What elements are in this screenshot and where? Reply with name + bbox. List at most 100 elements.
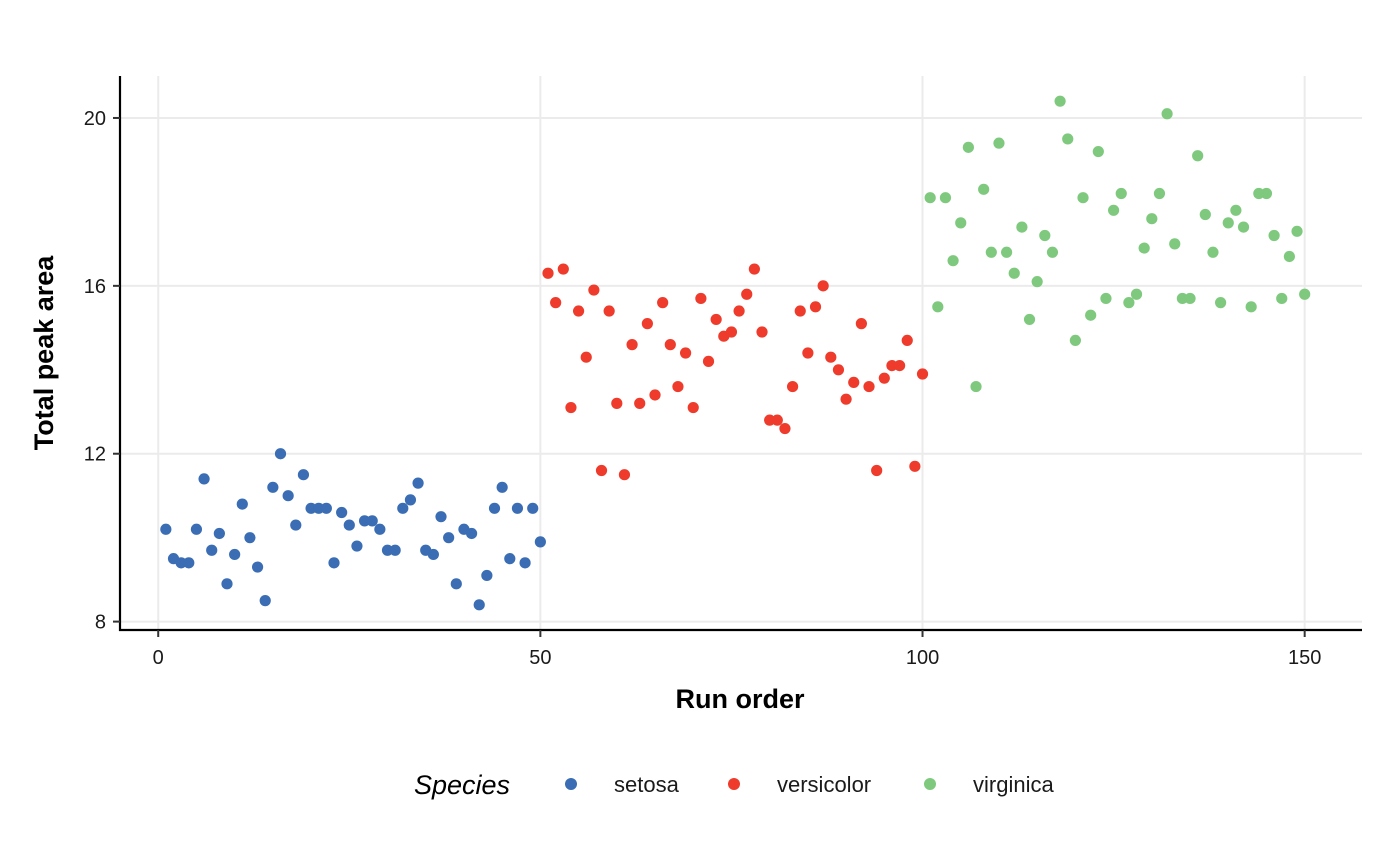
data-point-virginica xyxy=(1016,221,1028,233)
data-point-virginica xyxy=(924,192,936,204)
data-point-virginica xyxy=(1283,250,1295,263)
data-point-setosa xyxy=(328,557,340,569)
legend-key-setosa xyxy=(565,778,577,790)
data-point-setosa xyxy=(404,494,417,506)
data-point-virginica xyxy=(1245,301,1257,313)
data-point-versicolor xyxy=(679,347,692,359)
data-point-virginica xyxy=(1062,133,1074,145)
data-point-virginica xyxy=(1207,246,1219,258)
data-point-versicolor xyxy=(909,460,921,472)
data-point-setosa xyxy=(221,578,233,590)
data-point-versicolor xyxy=(779,422,791,435)
data-point-setosa xyxy=(519,557,531,569)
data-point-virginica xyxy=(1184,292,1196,305)
data-point-versicolor xyxy=(687,401,699,414)
data-point-setosa xyxy=(320,502,332,514)
legend-label-setosa: setosa xyxy=(614,772,680,797)
data-point-versicolor xyxy=(557,263,569,275)
data-point-versicolor xyxy=(595,464,608,477)
data-point-setosa xyxy=(374,523,386,535)
y-tick-label: 16 xyxy=(84,276,106,298)
data-point-virginica xyxy=(1276,292,1288,305)
data-point-virginica xyxy=(1115,187,1127,200)
data-point-virginica xyxy=(1108,204,1120,216)
data-point-setosa xyxy=(343,519,355,531)
data-point-setosa xyxy=(427,548,439,561)
data-point-setosa xyxy=(213,527,225,540)
data-point-setosa xyxy=(251,561,264,573)
data-point-versicolor xyxy=(809,301,822,313)
data-point-versicolor xyxy=(848,376,860,388)
data-point-virginica xyxy=(1138,242,1150,254)
data-point-setosa xyxy=(274,448,287,460)
data-point-virginica xyxy=(1023,313,1036,326)
data-point-versicolor xyxy=(702,355,715,367)
y-axis-title: Total peak area xyxy=(29,255,59,451)
data-point-virginica xyxy=(1123,297,1135,309)
data-point-versicolor xyxy=(580,351,592,363)
data-point-virginica xyxy=(1130,288,1143,300)
data-point-versicolor xyxy=(786,380,799,393)
x-tick-label: 150 xyxy=(1288,647,1321,669)
y-tick-label: 20 xyxy=(84,108,106,130)
y-tick-label: 12 xyxy=(84,444,106,466)
data-point-versicolor xyxy=(725,326,738,338)
data-point-setosa xyxy=(412,477,424,489)
data-point-virginica xyxy=(985,246,997,258)
data-point-versicolor xyxy=(664,339,676,351)
data-point-virginica xyxy=(1260,187,1273,200)
data-point-virginica xyxy=(978,183,990,195)
x-tick-label: 50 xyxy=(529,647,551,669)
data-point-versicolor xyxy=(672,380,684,393)
data-point-virginica xyxy=(947,255,959,267)
data-point-setosa xyxy=(511,502,524,514)
data-point-versicolor xyxy=(893,359,906,372)
data-point-versicolor xyxy=(916,368,929,380)
data-point-setosa xyxy=(351,540,363,552)
data-point-virginica xyxy=(1291,225,1303,237)
legend-label-versicolor: versicolor xyxy=(777,772,871,797)
grid-lines xyxy=(120,76,1362,630)
data-point-versicolor xyxy=(756,326,768,338)
data-point-virginica xyxy=(962,141,974,153)
data-point-versicolor xyxy=(733,305,745,317)
data-point-versicolor xyxy=(817,280,829,292)
data-points xyxy=(160,95,1311,611)
x-tick-label: 100 xyxy=(906,647,939,669)
data-point-virginica xyxy=(1100,292,1112,305)
data-point-versicolor xyxy=(695,292,707,305)
y-tick-label: 8 xyxy=(95,612,106,634)
axes xyxy=(113,76,1362,637)
data-point-setosa xyxy=(206,544,218,556)
data-point-virginica xyxy=(1299,288,1311,300)
data-point-versicolor xyxy=(901,334,913,347)
data-point-setosa xyxy=(473,599,485,611)
data-point-setosa xyxy=(450,578,462,590)
x-axis-title: Run order xyxy=(675,684,804,714)
data-point-versicolor xyxy=(542,267,554,279)
tick-labels: 0 50 100 150 8 12 16 20 xyxy=(84,108,1322,669)
data-point-virginica xyxy=(955,217,967,229)
data-point-setosa xyxy=(443,532,455,544)
data-point-versicolor xyxy=(611,397,623,409)
legend: Species setosa versicolor virginica xyxy=(414,770,1054,800)
data-point-setosa xyxy=(336,506,348,519)
data-point-versicolor xyxy=(832,364,845,376)
data-point-versicolor xyxy=(618,469,631,481)
data-point-setosa xyxy=(282,490,294,502)
data-point-setosa xyxy=(397,502,409,514)
data-point-setosa xyxy=(160,523,172,535)
data-point-versicolor xyxy=(748,263,760,275)
data-point-versicolor xyxy=(641,318,653,330)
data-point-versicolor xyxy=(710,313,722,326)
legend-key-versicolor xyxy=(728,778,740,790)
data-point-virginica xyxy=(1268,229,1280,242)
x-tick-label: 0 xyxy=(153,647,164,669)
data-point-virginica xyxy=(1092,145,1104,158)
data-point-virginica xyxy=(1000,246,1013,258)
data-point-virginica xyxy=(1085,309,1097,321)
data-point-setosa xyxy=(504,553,516,565)
data-point-setosa xyxy=(496,481,508,493)
data-point-virginica xyxy=(993,137,1005,149)
data-point-virginica xyxy=(1237,221,1250,233)
